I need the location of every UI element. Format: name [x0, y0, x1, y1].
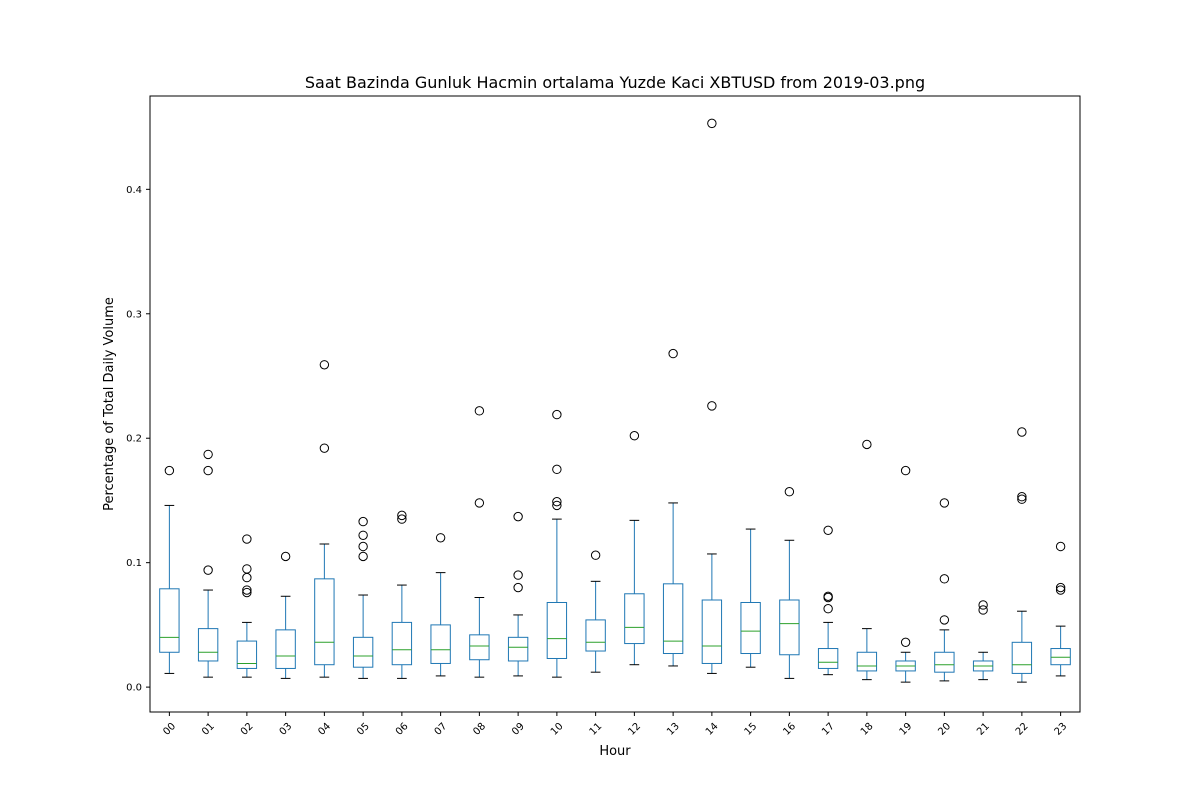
y-axis-label: Percentage of Total Daily Volume	[102, 297, 117, 511]
outlier-22	[1017, 494, 1027, 504]
outlier-00	[164, 465, 175, 476]
outlier-05	[358, 530, 368, 540]
outlier-18	[862, 439, 872, 450]
box-07	[430, 624, 451, 664]
box-18	[856, 651, 878, 672]
outlier-01	[203, 449, 213, 460]
box-01	[197, 628, 219, 662]
outlier-10	[552, 464, 562, 475]
outlier-19	[900, 465, 911, 476]
outlier-22	[1017, 492, 1027, 502]
box-22	[1011, 641, 1033, 674]
plot-area: 0.00.10.20.30.400 01 02 03 04 05 06 07 08 09 10 11 1…	[126, 118, 1071, 738]
outlier-16	[784, 487, 795, 497]
outlier-09	[513, 570, 523, 580]
box-15	[740, 601, 761, 655]
box-13	[662, 583, 684, 655]
outlier-23	[1055, 582, 1066, 593]
y-tick-label: 0.1	[126, 558, 142, 569]
outlier-20	[939, 574, 950, 584]
outlier-05	[358, 551, 368, 562]
box-16	[779, 599, 800, 656]
box-00	[159, 588, 180, 653]
outlier-01	[203, 565, 213, 575]
outlier-22	[1017, 427, 1027, 437]
box-23	[1050, 648, 1071, 666]
outlier-11	[590, 550, 601, 560]
outlier-04	[319, 360, 330, 370]
outlier-23	[1055, 585, 1066, 595]
outlier-02	[242, 587, 252, 598]
outlier-21	[978, 600, 988, 610]
outlier-02	[242, 585, 252, 595]
outlier-02	[242, 534, 252, 544]
y-tick-label: 0.0	[126, 683, 142, 694]
outlier-02	[242, 564, 252, 574]
box-03	[275, 629, 296, 669]
outlier-20	[939, 615, 950, 625]
outlier-17	[823, 525, 833, 536]
outlier-10	[552, 409, 562, 420]
outlier-19	[900, 637, 911, 648]
outlier-05	[358, 516, 368, 527]
outlier-08	[474, 406, 485, 416]
outlier-14	[707, 401, 717, 411]
outlier-06	[397, 514, 407, 524]
box-10	[546, 601, 568, 659]
box-17	[817, 648, 839, 669]
box-08	[469, 634, 490, 661]
outlier-14	[707, 118, 717, 129]
outlier-05	[358, 541, 368, 552]
box-06	[391, 621, 413, 666]
chart-title: Saat Bazinda Gunluk Hacmin ortalama Yuzd…	[305, 73, 925, 92]
outlier-20	[939, 498, 950, 508]
box-14	[701, 599, 723, 664]
x-axis-label: Hour	[599, 744, 631, 759]
outlier-13	[668, 348, 678, 359]
plot-frame	[149, 95, 1081, 713]
outlier-23	[1055, 541, 1066, 552]
box-20	[934, 651, 955, 673]
outlier-10	[552, 496, 562, 507]
outlier-12	[629, 431, 640, 441]
box-02	[236, 640, 258, 669]
outlier-07	[435, 533, 446, 543]
box-09	[507, 636, 529, 662]
outlier-09	[513, 511, 523, 522]
box-05	[352, 636, 374, 668]
outlier-09	[513, 582, 523, 593]
outlier-17	[823, 604, 833, 614]
y-tick-label: 0.3	[126, 309, 142, 320]
outlier-04	[319, 443, 330, 453]
outlier-08	[474, 498, 485, 508]
outlier-03	[280, 551, 291, 562]
box-04	[314, 578, 335, 666]
outlier-01	[203, 465, 213, 476]
y-tick-label: 0.2	[126, 434, 142, 445]
outlier-17	[823, 591, 833, 601]
outlier-21	[978, 605, 988, 615]
outlier-10	[552, 500, 562, 511]
y-tick-label: 0.4	[126, 185, 142, 196]
box-11	[585, 619, 606, 652]
box-12	[624, 593, 645, 645]
outlier-06	[397, 510, 407, 521]
